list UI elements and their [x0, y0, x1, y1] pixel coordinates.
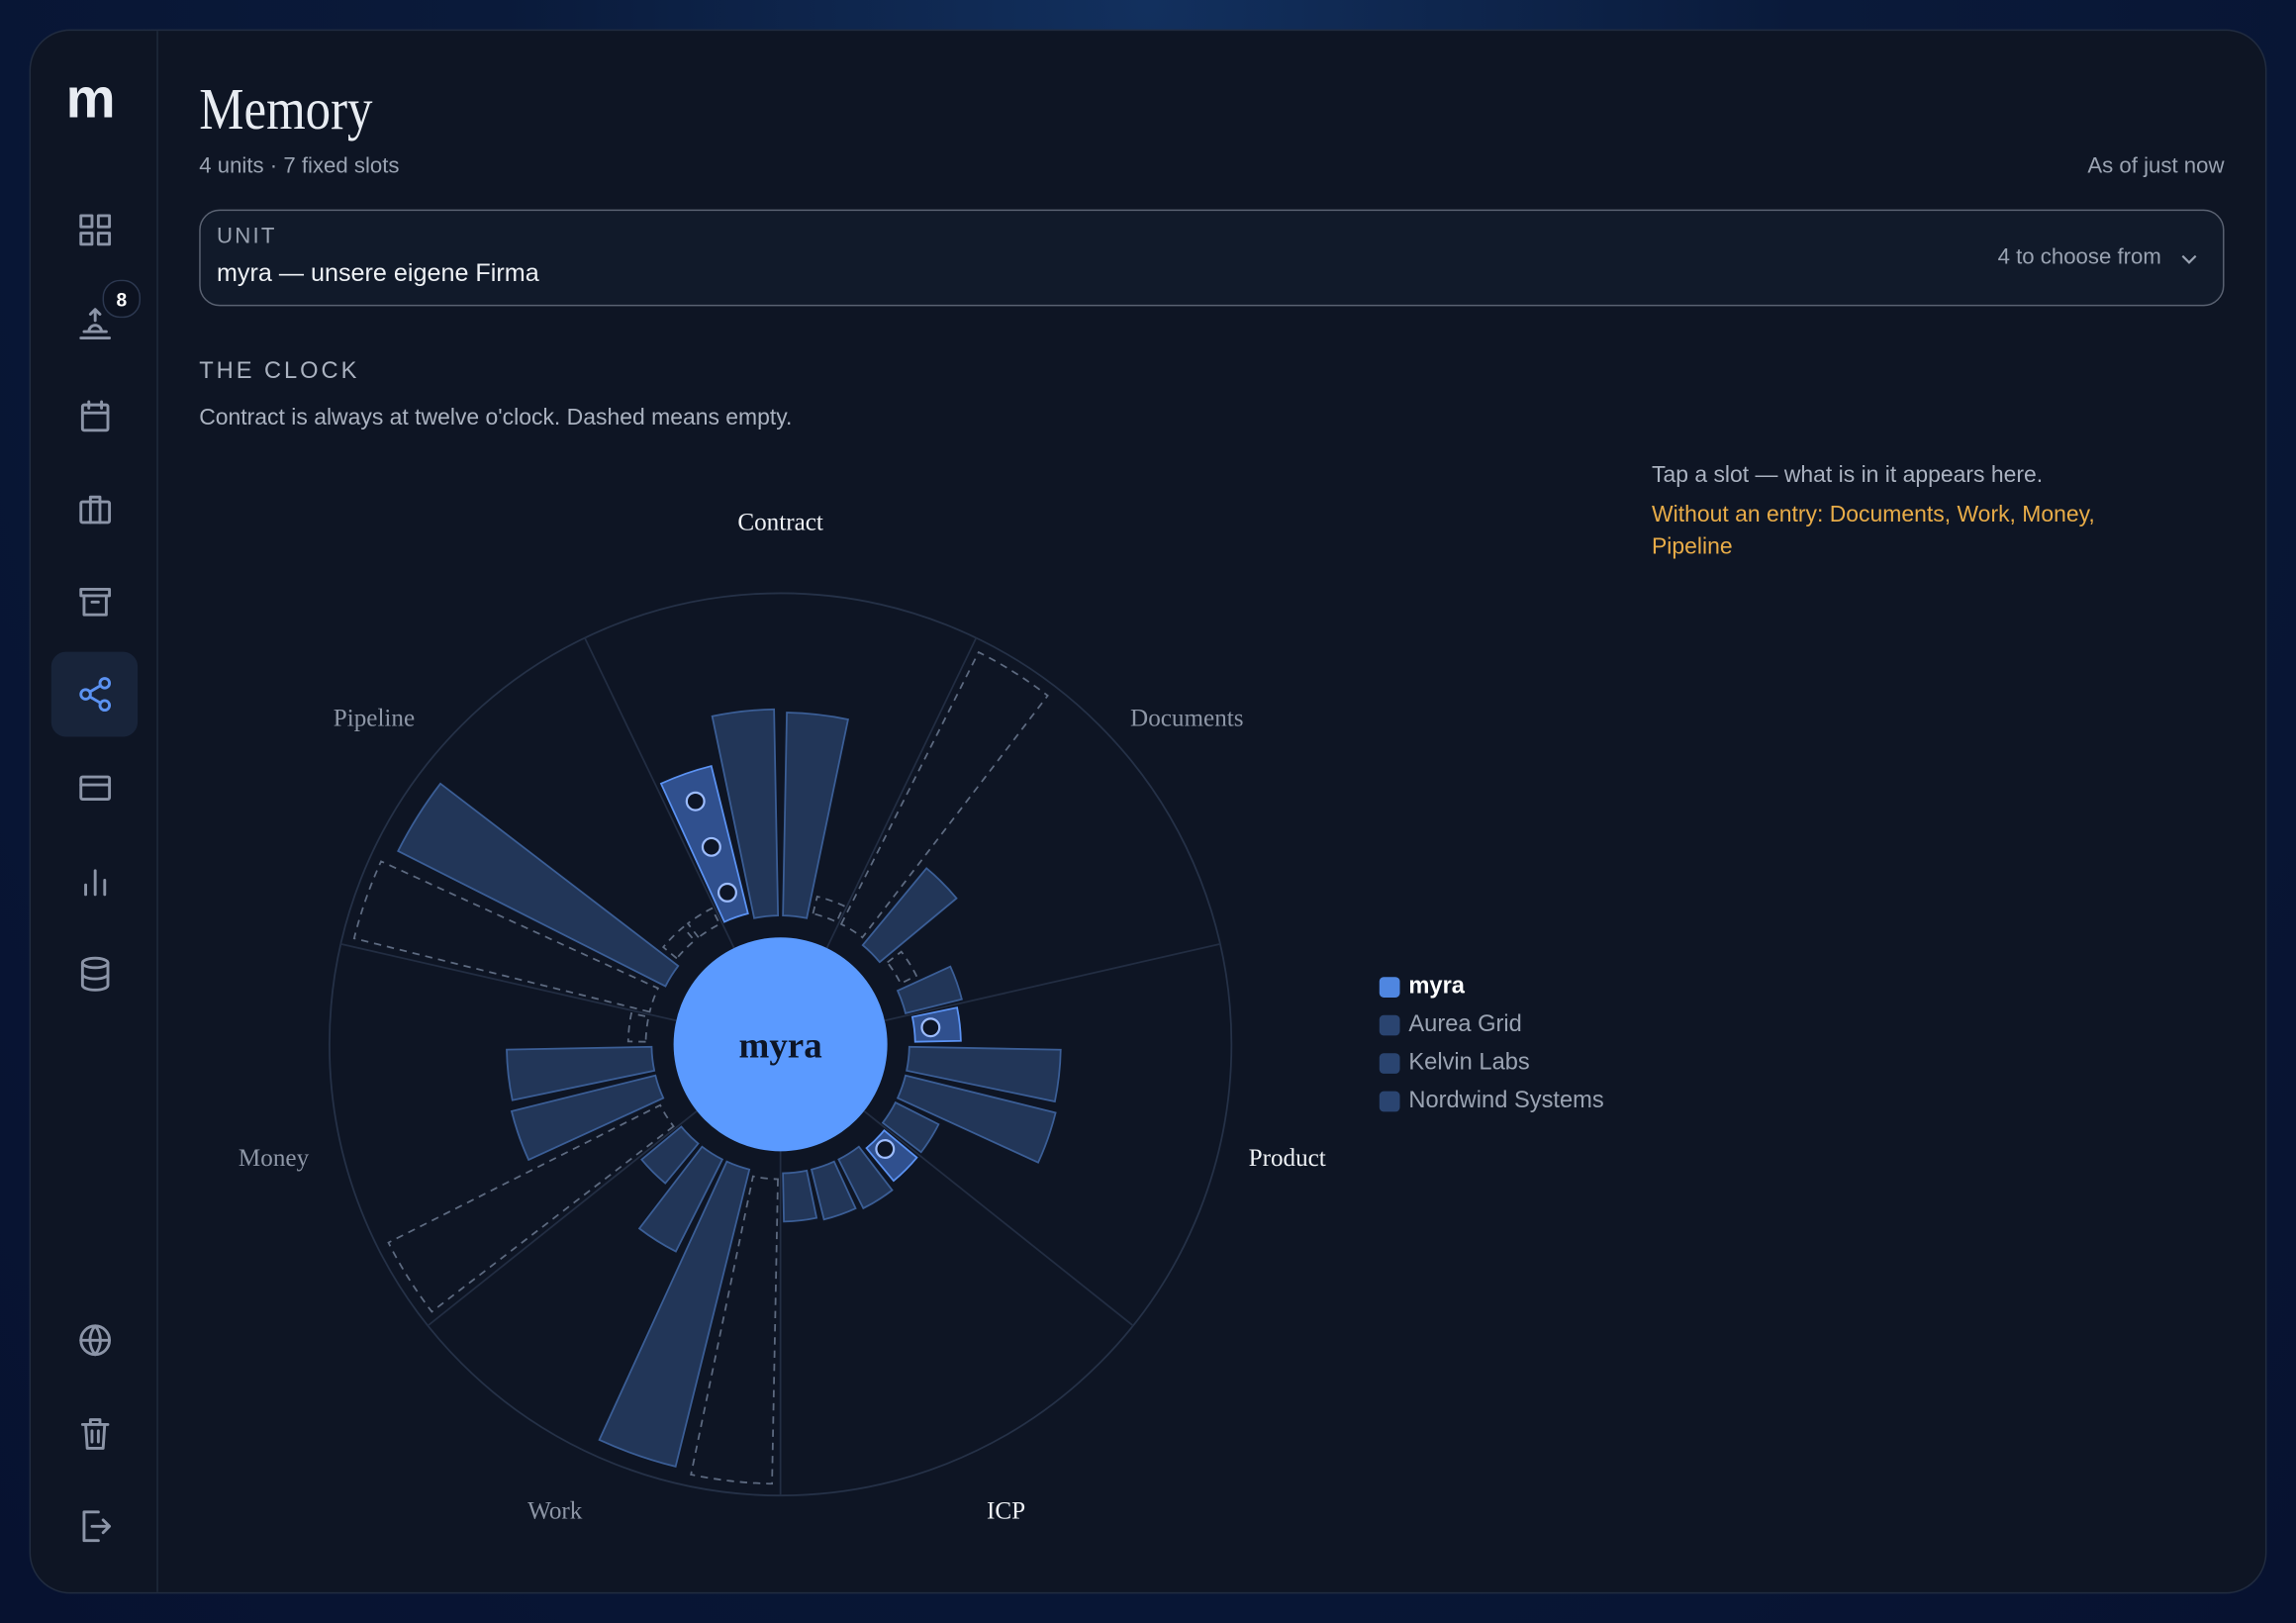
detail-hint: Tap a slot — what is in it appears here. [1651, 462, 2044, 488]
slot-bar[interactable] [810, 1160, 857, 1221]
slot-label: Money [239, 1145, 310, 1172]
slot-label: Work [527, 1497, 583, 1524]
legend-label: Nordwind Systems [1408, 1088, 1604, 1113]
detail-warning: Without an entry: Documents, Work, Money… [1651, 502, 2095, 560]
slot-divider [584, 637, 735, 949]
legend-label: myra [1408, 974, 1465, 1000]
legend-item[interactable]: myra [1379, 973, 1465, 1002]
legend-item[interactable]: Nordwind Systems [1379, 1087, 1604, 1116]
nav-billing[interactable] [51, 745, 138, 830]
slot-divider [884, 943, 1221, 1022]
legend-swatch [1379, 1053, 1400, 1074]
section-description: Contract is always at twelve o'clock. Da… [199, 405, 793, 431]
page-subtitle: 4 units · 7 fixed slots [199, 153, 400, 179]
outer-ring [329, 592, 1233, 1497]
entry-dot [701, 836, 721, 857]
nav-analytics[interactable] [51, 839, 138, 924]
app-panel: Contract Documents Product ICP Work Money Pipe… [29, 29, 2267, 1594]
empty-slot[interactable] [352, 860, 660, 1013]
center-unit [673, 937, 888, 1152]
sidebar: m 8 [31, 31, 158, 1592]
slot-divider [340, 943, 677, 1022]
slot-bar[interactable] [637, 1145, 724, 1253]
slot-label: ICP [987, 1497, 1025, 1524]
center-label: myra [739, 1026, 822, 1067]
slot-bar[interactable] [506, 1045, 656, 1101]
clock-chart: Contract Documents Product ICP Work Money Pipe… [239, 510, 1326, 1525]
legend-swatch [1379, 1091, 1400, 1112]
slot-bar[interactable] [397, 782, 680, 988]
empty-slot[interactable] [812, 895, 845, 923]
notification-badge: 8 [102, 279, 142, 319]
slot-bar[interactable] [510, 1074, 665, 1162]
nav-calendar[interactable] [51, 373, 138, 458]
empty-slot[interactable] [661, 925, 696, 960]
slot-bar[interactable] [782, 712, 849, 919]
entry-dot [920, 1017, 941, 1038]
nav-trash[interactable] [51, 1391, 138, 1477]
nav-logout[interactable] [51, 1483, 138, 1569]
slot-bar[interactable] [837, 1145, 894, 1210]
empty-slot[interactable] [886, 950, 918, 986]
slot-bar[interactable] [881, 1100, 940, 1154]
timestamp: As of just now [2087, 153, 2225, 179]
slot-label: Pipeline [334, 705, 415, 731]
slot-divider [863, 1109, 1134, 1327]
nav-archive[interactable] [51, 559, 138, 644]
slot-bar[interactable] [598, 1160, 751, 1468]
slot-bar[interactable] [896, 1074, 1057, 1164]
legend-swatch [1379, 1014, 1400, 1036]
nav-memory[interactable] [50, 651, 139, 737]
slot-bar[interactable] [711, 708, 780, 919]
unit-select[interactable]: UNIT myra — unsere eigene Firma 4 to cho… [199, 209, 2225, 307]
nav-dashboard[interactable] [51, 187, 138, 272]
select-value: myra — unsere eigene Firma [216, 258, 539, 288]
empty-slot[interactable] [626, 1011, 650, 1043]
entry-dot [685, 791, 706, 812]
empty-slot[interactable] [839, 650, 1049, 939]
nav-briefcase[interactable] [51, 467, 138, 552]
slot-bar[interactable] [896, 965, 963, 1014]
slot-bar[interactable] [906, 1045, 1062, 1103]
entry-dot [875, 1139, 896, 1160]
slot-bar[interactable] [861, 867, 958, 964]
empty-slot[interactable] [686, 907, 721, 939]
slot-divider [427, 1109, 698, 1327]
empty-slot[interactable] [690, 1175, 779, 1485]
nav-inbox[interactable] [51, 281, 138, 366]
legend-label: Aurea Grid [1408, 1011, 1522, 1037]
nav-language[interactable] [51, 1297, 138, 1383]
slot-bar[interactable] [640, 1125, 700, 1185]
legend-item[interactable]: Kelvin Labs [1379, 1049, 1530, 1079]
nav-database[interactable] [51, 931, 138, 1016]
slot-label: Contract [737, 510, 823, 536]
slot-bar[interactable] [782, 1169, 818, 1223]
slot-label: Documents [1130, 705, 1243, 731]
logo[interactable]: m [65, 68, 116, 131]
legend-swatch [1379, 977, 1400, 998]
page-title: Memory [199, 75, 373, 143]
slot-label: Product [1249, 1145, 1326, 1172]
legend-label: Kelvin Labs [1408, 1050, 1530, 1076]
select-hint: 4 to choose from [1997, 244, 2161, 270]
select-label: UNIT [216, 224, 277, 249]
entry-dot [717, 882, 737, 903]
slot-divider [825, 637, 978, 949]
legend-item[interactable]: Aurea Grid [1379, 1010, 1522, 1040]
empty-slot[interactable] [387, 1103, 675, 1313]
chevron [2181, 254, 2197, 264]
section-title: THE CLOCK [199, 358, 360, 384]
